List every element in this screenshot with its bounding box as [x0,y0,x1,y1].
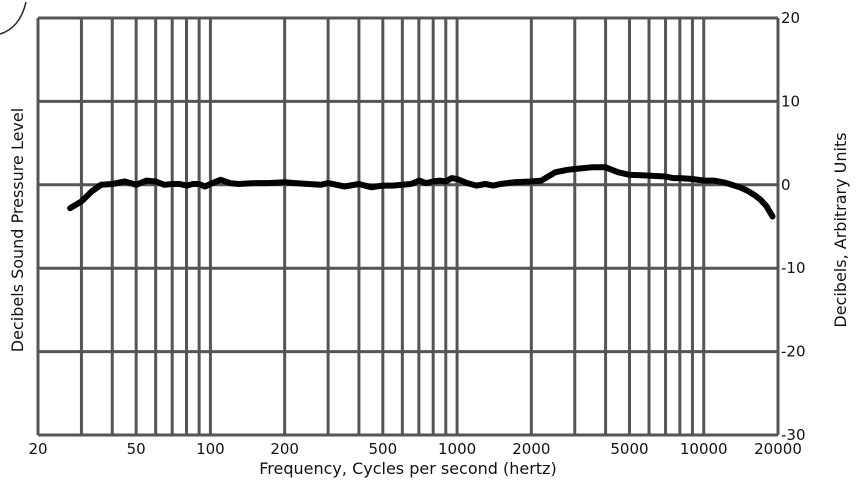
y-tick-label: -10 [781,259,806,277]
x-tick-label: 10000 [680,440,728,458]
corner-mark [0,1,27,35]
grid-lines [36,16,780,437]
series-layer [67,164,776,220]
series-line [67,164,776,220]
x-tick-label: 20000 [754,440,802,458]
x-tick-label: 20 [28,440,47,458]
y-tick-label: 20 [781,9,800,27]
x-tick-label: 100 [196,440,225,458]
x-tick-label: 500 [369,440,398,458]
x-tick-label: 5000 [610,440,648,458]
x-axis-label: Frequency, Cycles per second (hertz) [259,459,557,478]
y-tick-label: -30 [781,426,806,444]
x-tick-label: 200 [270,440,299,458]
x-tick-label: 2000 [512,440,550,458]
y-axis-label-right: Decibels, Arbitrary Units [831,132,850,327]
y-axis-label-left: Decibels Sound Pressure Level [8,108,27,352]
y-tick-label: 0 [781,176,791,194]
x-tick-label: 50 [127,440,146,458]
y-tick-label: 10 [781,92,800,110]
x-tick-label: 1000 [438,440,476,458]
y-tick-label: -20 [781,343,806,361]
tick-labels: 20 50 100 200 500 1000 2000 5000 10000 2000020100… [28,9,805,458]
